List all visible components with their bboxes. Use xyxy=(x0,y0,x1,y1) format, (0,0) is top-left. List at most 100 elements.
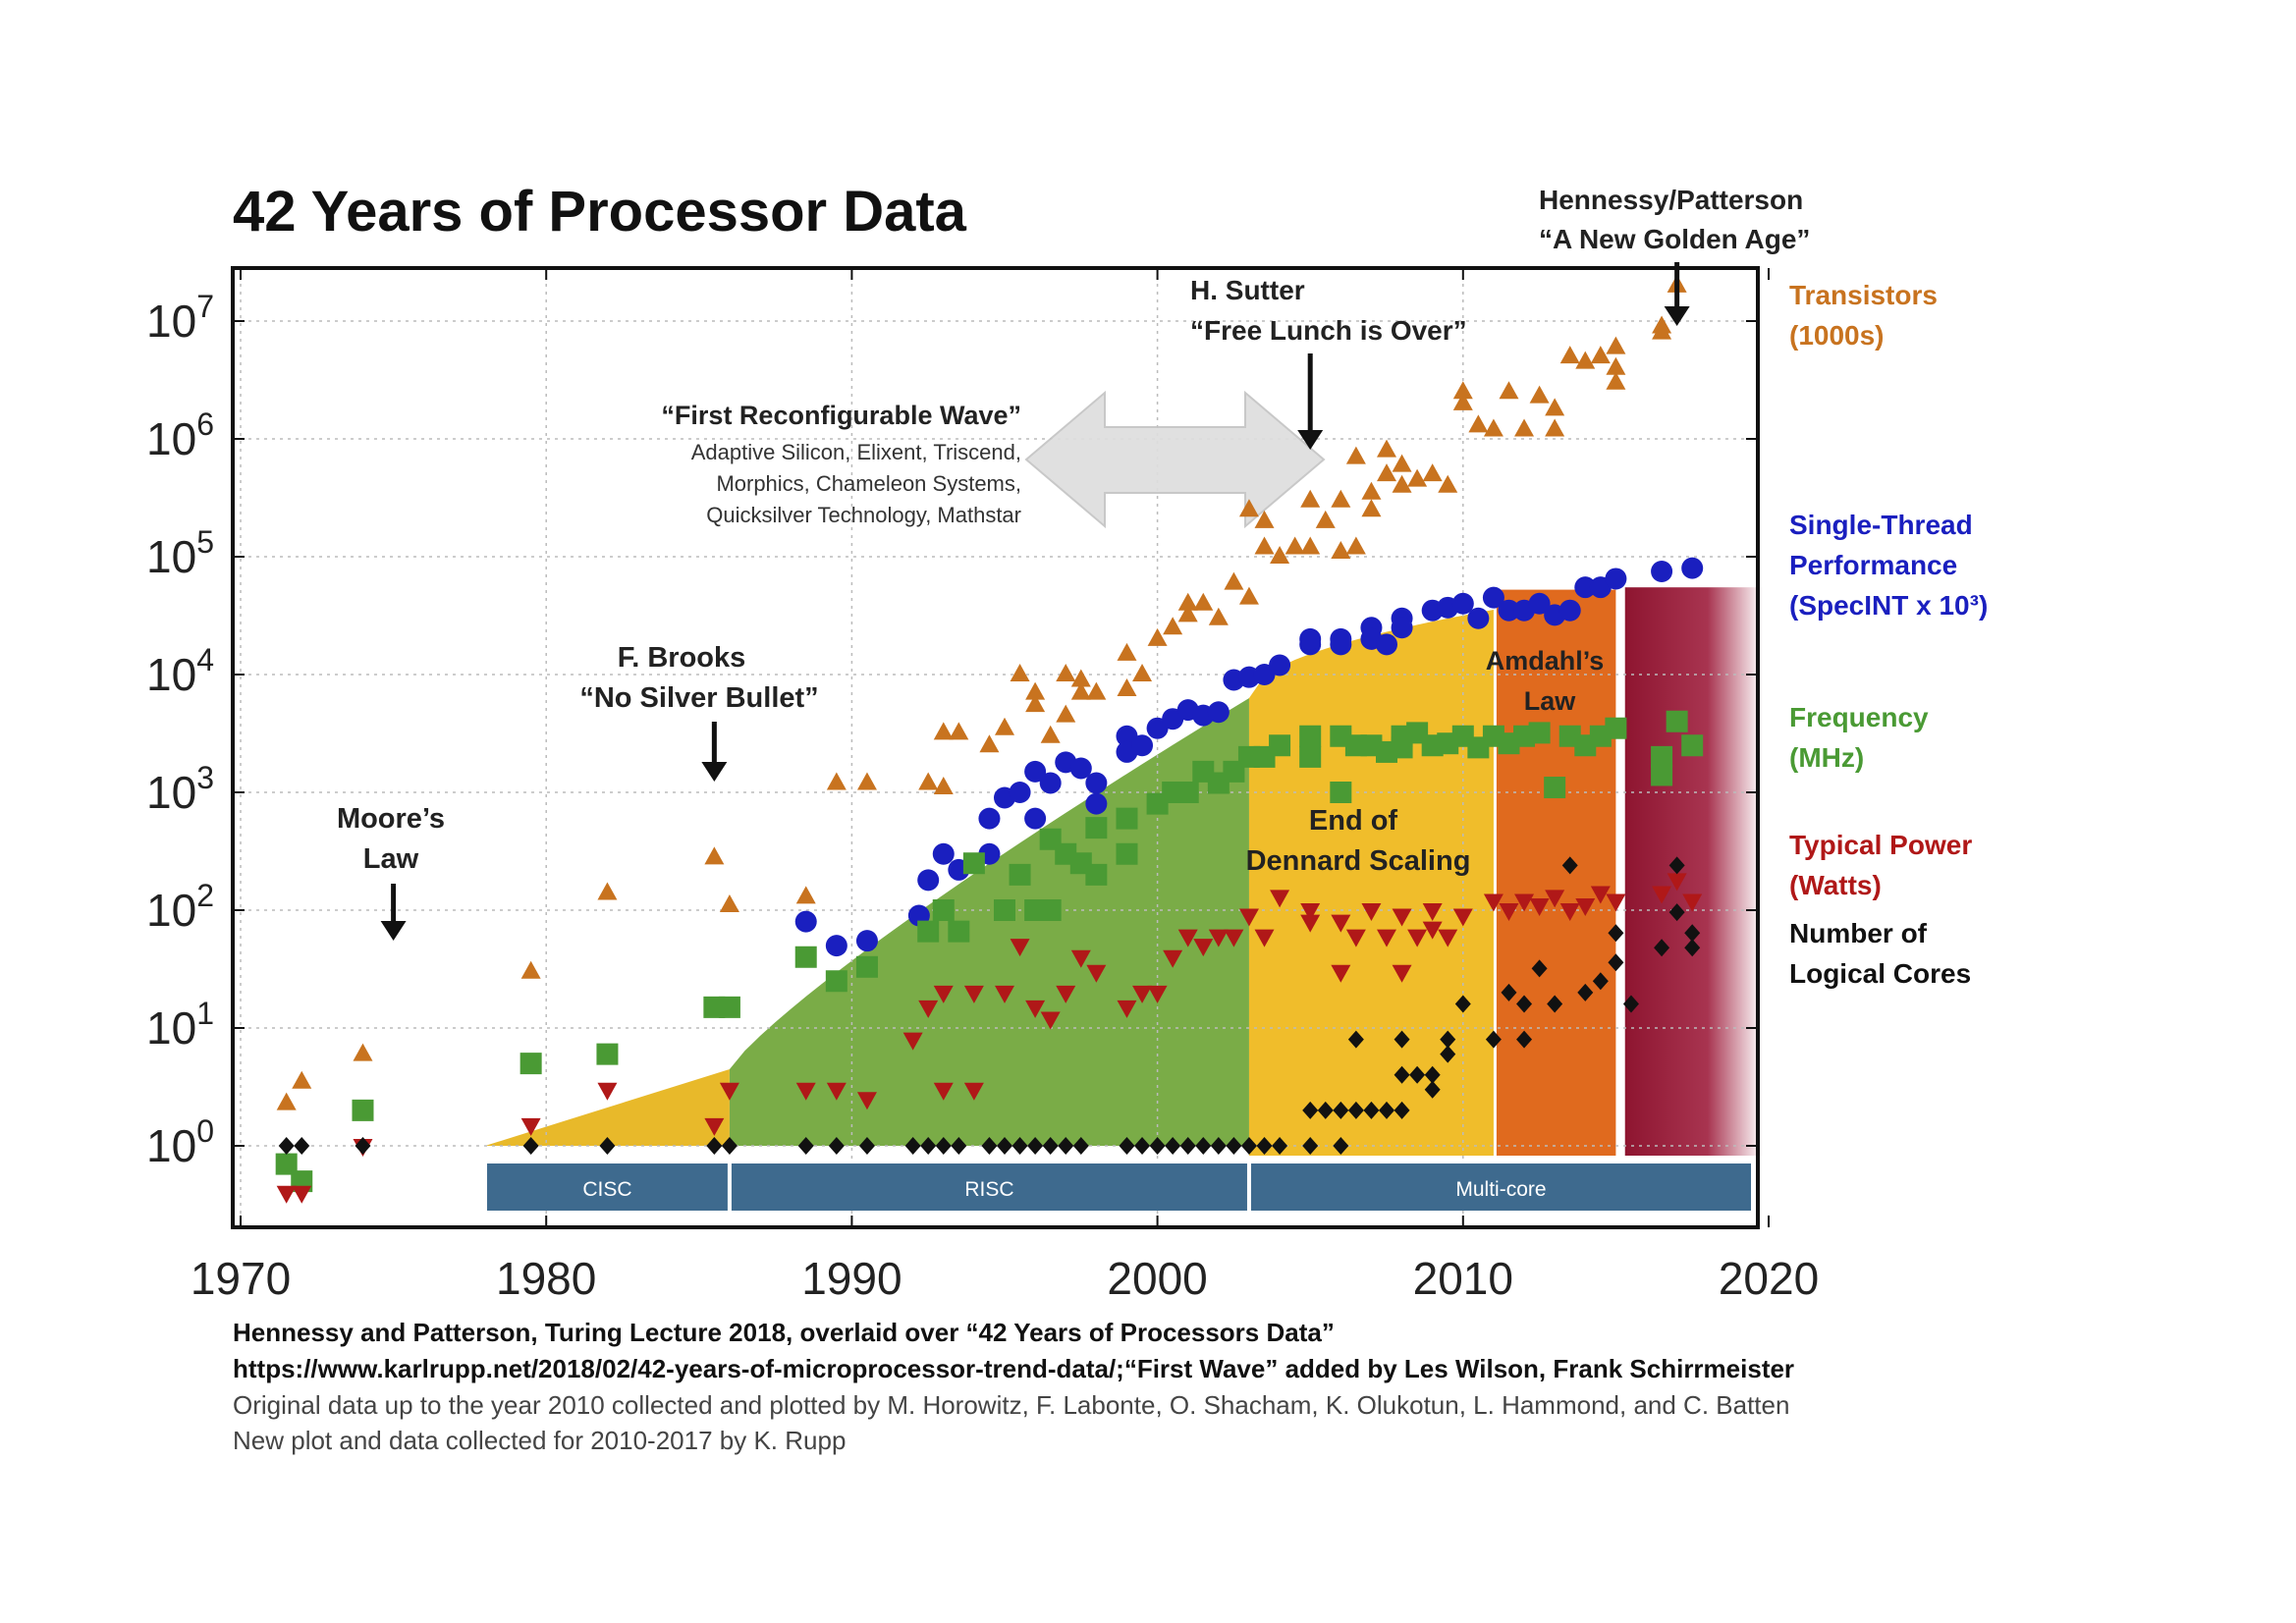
frequency-point xyxy=(519,1053,542,1075)
frequency-point xyxy=(1605,717,1627,739)
era-bar-cisc xyxy=(486,1163,728,1211)
hennessy-patterson-label: “A New Golden Age” xyxy=(1539,224,1810,254)
era-label: Multi-core xyxy=(1455,1178,1546,1201)
frequency-point xyxy=(1681,734,1704,757)
cores-point xyxy=(1394,1030,1410,1049)
cores-point xyxy=(1072,1137,1089,1155)
frequency-point xyxy=(1299,745,1322,768)
cores-point xyxy=(1608,924,1624,943)
cores-point xyxy=(721,1137,738,1155)
transistor-point xyxy=(1345,446,1366,464)
power-point xyxy=(1483,893,1503,912)
power-point xyxy=(1452,908,1473,927)
cores-point xyxy=(951,1137,967,1155)
cores-point xyxy=(706,1137,723,1155)
power-point xyxy=(918,1000,939,1018)
annotations: Moore’s Law F. Brooks “No Silver Bullet” “Fi… xyxy=(337,185,1810,941)
transistor-point xyxy=(1238,586,1259,605)
frequency-point xyxy=(718,996,740,1018)
performance-point xyxy=(1498,599,1520,622)
cores-point xyxy=(1165,1137,1181,1155)
power-point xyxy=(1177,929,1198,947)
transistor-point xyxy=(1652,315,1672,334)
transistor-point xyxy=(918,772,939,790)
first-wave-title: “First Reconfigurable Wave” xyxy=(661,401,1021,430)
legend-entry: Logical Cores xyxy=(1789,958,1971,989)
legend-entry: Frequency xyxy=(1789,702,1929,732)
first-wave-double-arrow-shape xyxy=(1024,390,1326,529)
frequency-point xyxy=(962,852,985,875)
cores-point xyxy=(1561,856,1578,875)
power-point xyxy=(963,1082,984,1101)
cores-point xyxy=(1302,1101,1319,1119)
cores-point xyxy=(1134,1137,1151,1155)
region-amdahls-law xyxy=(1496,589,1616,1156)
x-tick-label: 2020 xyxy=(1719,1253,1819,1304)
frequency-point xyxy=(1528,722,1551,744)
y-tick-label: 101 xyxy=(146,996,214,1054)
moores-law-arrow-head xyxy=(380,921,407,941)
frequency-point xyxy=(275,1153,298,1175)
power-point xyxy=(1025,1000,1046,1018)
transistor-point xyxy=(1254,510,1275,528)
transistor-point xyxy=(1086,681,1107,700)
performance-point xyxy=(794,910,817,933)
sutter-label: “Free Lunch is Over” xyxy=(1190,315,1467,346)
power-point xyxy=(1392,964,1412,983)
transistor-point xyxy=(1117,642,1137,661)
power-point xyxy=(1132,985,1153,1003)
cores-point xyxy=(599,1137,616,1155)
power-point xyxy=(1331,914,1351,933)
frequency-point xyxy=(1544,777,1566,799)
power-point xyxy=(1545,890,1565,908)
frequency-point xyxy=(1085,863,1108,886)
cores-point xyxy=(1042,1137,1059,1155)
transistor-point xyxy=(1285,536,1305,555)
frequency-point xyxy=(596,1043,619,1065)
power-point xyxy=(1422,921,1443,940)
power-point xyxy=(995,985,1014,1003)
cores-point xyxy=(1608,953,1624,972)
x-tick-label: 2000 xyxy=(1107,1253,1207,1304)
frequency-point xyxy=(1651,745,1673,768)
frequency-point xyxy=(932,899,955,921)
transistor-point xyxy=(1056,664,1076,681)
legend-entry: Typical Power xyxy=(1789,830,1972,860)
transistor-point xyxy=(1452,381,1473,400)
transistor-point xyxy=(1483,418,1503,437)
legend: Transistors (1000s) Single-Thread Performan… xyxy=(1789,280,1988,989)
transistor-point xyxy=(1025,681,1046,700)
transistor-point xyxy=(1040,725,1061,743)
legend-entry: Performance xyxy=(1789,550,1957,580)
transistor-point xyxy=(1300,489,1321,508)
performance-point xyxy=(1482,586,1504,609)
transistor-point xyxy=(1606,371,1626,390)
transistor-point xyxy=(1331,541,1351,560)
legend-entry: (Watts) xyxy=(1789,870,1882,900)
cores-point xyxy=(1394,1101,1410,1119)
cores-point xyxy=(355,1137,371,1155)
power-point xyxy=(1361,903,1382,921)
transistor-point xyxy=(1377,439,1396,458)
transistor-point xyxy=(1452,392,1473,410)
performance-point xyxy=(1605,568,1627,590)
frequency-point xyxy=(352,1099,374,1121)
transistor-point xyxy=(1117,677,1137,696)
performance-point xyxy=(1558,599,1581,622)
frequency-point xyxy=(1330,782,1352,803)
legend-entry: Single-Thread xyxy=(1789,510,1973,540)
cores-point xyxy=(1516,1030,1533,1049)
first-wave-company-list: Adaptive Silicon, Elixent, Triscend, xyxy=(691,440,1021,464)
cores-point xyxy=(1684,924,1701,943)
legend-entry: (1000s) xyxy=(1789,320,1885,351)
performance-point xyxy=(1039,772,1062,794)
cores-point xyxy=(1226,1137,1242,1155)
power-point xyxy=(1514,893,1535,912)
power-point xyxy=(1407,929,1428,947)
transistor-point xyxy=(933,722,954,740)
frequency-point xyxy=(1666,710,1688,732)
performance-point xyxy=(1574,576,1597,599)
y-tick-label: 102 xyxy=(146,878,214,936)
amdahl-label: Amdahl’s xyxy=(1486,646,1605,676)
cores-point xyxy=(1058,1137,1074,1155)
